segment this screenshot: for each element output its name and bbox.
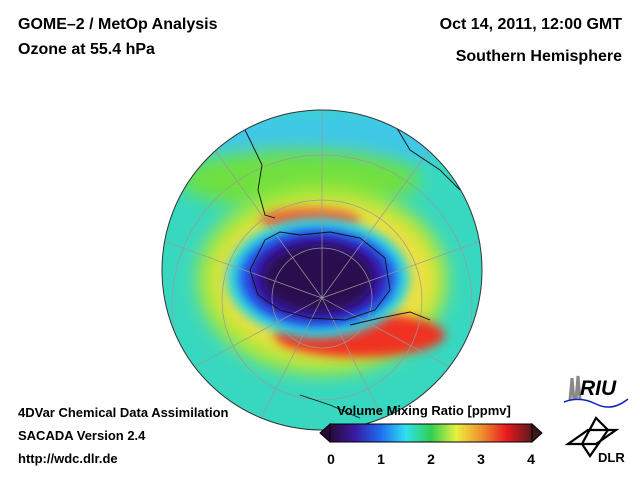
colorbar-tick: 0 [327, 451, 335, 467]
svg-text:RIU: RIU [580, 377, 617, 400]
graticule [162, 110, 482, 430]
footer-line1: 4DVar Chemical Data Assimilation [18, 405, 229, 420]
footer-link[interactable]: http://wdc.dlr.de [18, 451, 118, 466]
svg-text:DLR: DLR [598, 450, 625, 465]
colorbar-tick: 3 [477, 451, 485, 467]
colorbar-min-arrow [319, 422, 331, 444]
colorbar-gradient [329, 423, 533, 443]
colorbar [319, 422, 543, 444]
date-label: Oct 14, 2011, 12:00 GMT [439, 16, 622, 33]
riu-logo: RIU [563, 375, 629, 408]
colorbar-tick: 1 [377, 451, 385, 467]
footer-line2: SACADA Version 2.4 [18, 428, 146, 443]
colorbar-max-arrow [531, 422, 543, 444]
colorbar-tick: 2 [427, 451, 435, 467]
coastlines [234, 110, 461, 419]
colorbar-title: Volume Mixing Ratio [ppmv] [337, 403, 511, 418]
colorbar-tick: 4 [527, 451, 535, 467]
logos: RIU DLR [563, 375, 629, 465]
dlr-logo: DLR [564, 416, 625, 465]
region-label: Southern Hemisphere [455, 48, 622, 65]
title-line2: Ozone at 55.4 hPa [18, 41, 155, 58]
title-line1: GOME–2 / MetOp Analysis [18, 16, 218, 33]
